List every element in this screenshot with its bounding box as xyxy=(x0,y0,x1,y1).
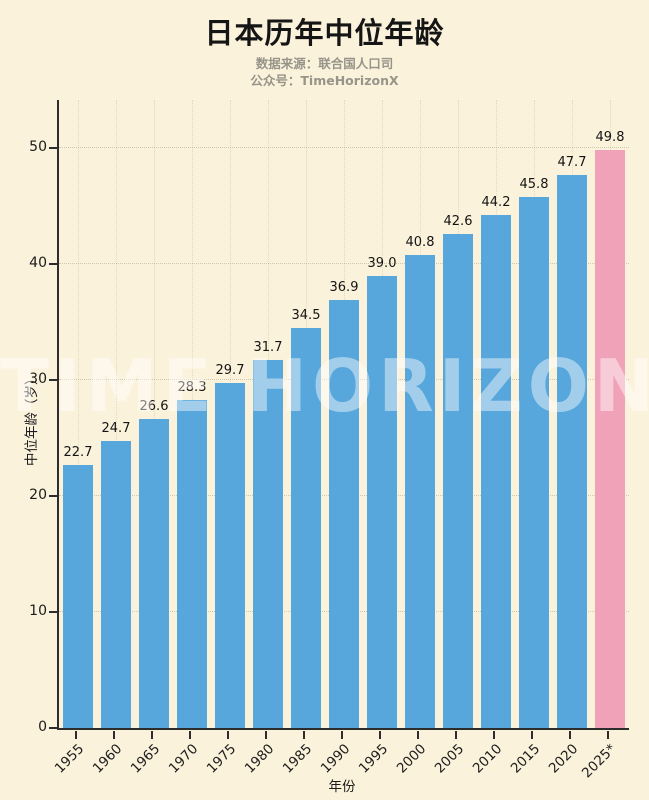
x-tick-mark xyxy=(265,731,267,739)
bar-value-label: 39.0 xyxy=(367,255,397,271)
bar-value-label: 45.8 xyxy=(519,176,549,192)
bar-value-label: 34.5 xyxy=(291,307,321,323)
bar-value-label: 47.7 xyxy=(557,154,587,170)
x-tick-mark xyxy=(531,731,533,739)
bar-value-label: 36.9 xyxy=(329,279,359,295)
bar-value-label: 26.6 xyxy=(139,399,169,415)
bar-value-label: 28.3 xyxy=(177,379,207,395)
bar-value-label: 44.2 xyxy=(481,195,511,211)
x-tick-mark xyxy=(303,731,305,739)
bar xyxy=(557,174,587,728)
bar xyxy=(595,150,625,728)
x-axis-title: 年份 xyxy=(328,779,356,795)
y-tick-label: 30 xyxy=(29,371,47,387)
bar-value-label: 49.8 xyxy=(595,130,625,146)
bar-value-label: 40.8 xyxy=(405,234,435,250)
y-tick-label: 0 xyxy=(38,719,47,735)
x-tick-mark xyxy=(455,731,457,739)
x-tick-mark xyxy=(113,731,115,739)
x-tick-mark xyxy=(607,731,609,739)
bar xyxy=(253,360,283,728)
y-tick-mark xyxy=(49,263,57,265)
x-tick-mark xyxy=(379,731,381,739)
x-gridline xyxy=(154,100,155,728)
subtitle-data-source: 数据来源：联合国人口司 xyxy=(255,56,394,71)
y-tick-mark xyxy=(49,727,57,729)
bar xyxy=(215,383,245,728)
bar-value-label: 31.7 xyxy=(253,340,283,356)
x-tick-mark xyxy=(569,731,571,739)
y-tick-mark xyxy=(49,379,57,381)
x-tick-mark xyxy=(151,731,153,739)
bar xyxy=(101,441,131,728)
x-gridline xyxy=(116,100,117,728)
bar xyxy=(481,215,511,728)
x-tick-mark xyxy=(75,731,77,739)
y-tick-label: 50 xyxy=(29,139,47,155)
bar-value-label: 29.7 xyxy=(215,363,245,379)
bar xyxy=(405,254,435,728)
y-tick-label: 40 xyxy=(29,255,47,271)
subtitle-account: 公众号：TimeHorizonX xyxy=(250,73,399,88)
bar xyxy=(139,419,169,728)
y-tick-mark xyxy=(49,495,57,497)
x-tick-mark xyxy=(227,731,229,739)
bar xyxy=(329,299,359,728)
x-gridline xyxy=(78,100,79,728)
y-tick-mark xyxy=(49,147,57,149)
bar-value-label: 42.6 xyxy=(443,213,473,229)
y-tick-mark xyxy=(49,611,57,613)
bar xyxy=(291,327,321,728)
bar xyxy=(177,399,207,728)
x-tick-mark xyxy=(493,731,495,739)
bar-value-label: 24.7 xyxy=(101,421,131,437)
x-tick-mark xyxy=(341,731,343,739)
bar xyxy=(63,464,93,728)
chart-title: 日本历年中位年龄 xyxy=(204,16,445,50)
bar xyxy=(367,275,397,728)
bar xyxy=(519,196,549,728)
x-tick-mark xyxy=(189,731,191,739)
y-tick-label: 20 xyxy=(29,487,47,503)
x-tick-mark xyxy=(417,731,419,739)
bar xyxy=(443,233,473,728)
bar-value-label: 22.7 xyxy=(63,444,93,460)
y-gridline xyxy=(59,263,629,264)
y-tick-label: 10 xyxy=(29,603,47,619)
plot-area: 22.7 24.7 26.6 28.3 29.7 31.7 34.5 36.9 39.0 40.8… xyxy=(57,100,629,730)
y-gridline xyxy=(59,147,629,148)
